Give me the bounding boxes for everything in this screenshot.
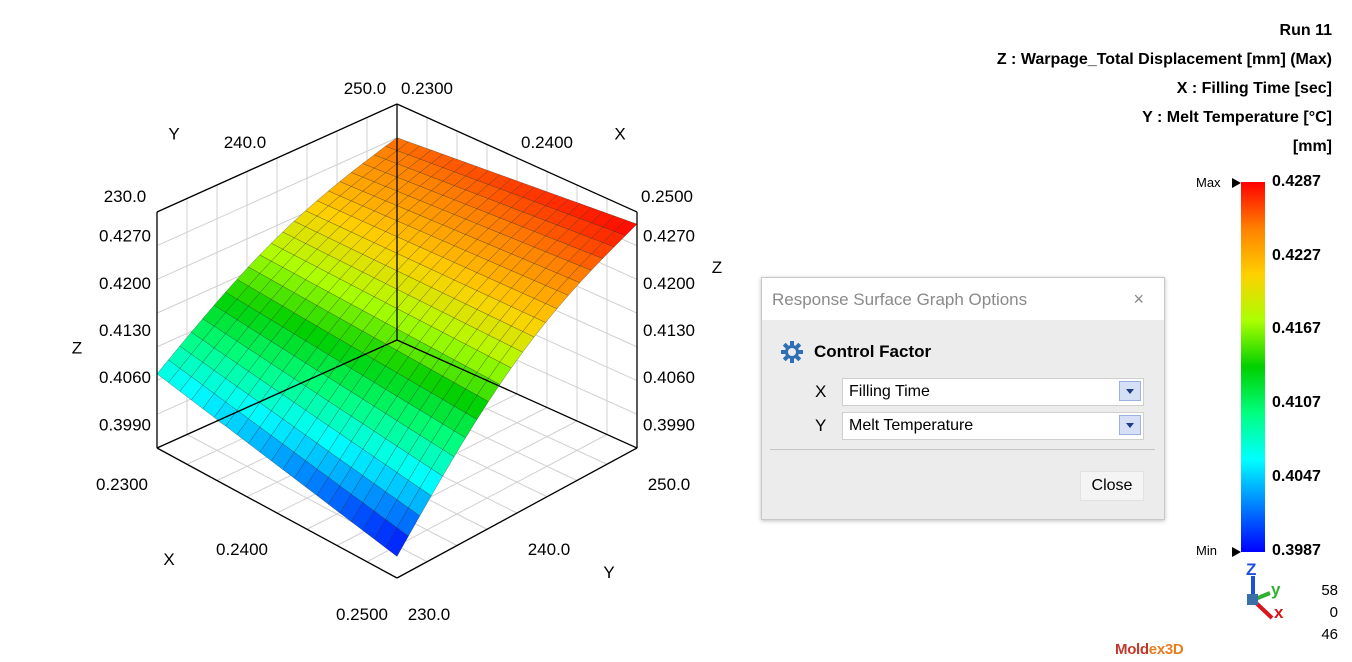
floor-grid-line [366, 434, 608, 563]
response-surface [156, 137, 638, 557]
max-pointer-icon [1232, 178, 1241, 188]
control-factor-heading: Control Factor [814, 342, 932, 361]
y-tick-label: 250.0 [648, 475, 691, 494]
top-x-tick-label: 0.2300 [401, 79, 453, 98]
unit-label: [mm] [1292, 138, 1332, 155]
dialog-title-bar[interactable]: Response Surface Graph Options × [762, 278, 1164, 320]
y-factor-dropdown-button[interactable] [1119, 415, 1141, 435]
triad-y-label: y [1271, 580, 1281, 599]
triad-x-label: x [1274, 603, 1284, 622]
z-tick-label-right: 0.4200 [643, 274, 695, 293]
plot-frame-edge [156, 339, 398, 449]
top-x-tick-label: 0.2400 [521, 133, 573, 152]
dialog-title: Response Surface Graph Options [772, 290, 1028, 309]
y-axis-label: Y [603, 563, 614, 582]
logo-part-1: Mold [1115, 641, 1149, 658]
z-tick-label-left: 0.3990 [99, 415, 151, 434]
colorbar-label-1: 0.4227 [1272, 247, 1321, 264]
y-factor-value: Melt Temperature [849, 417, 974, 434]
z-tick-label-right: 0.4130 [643, 321, 695, 340]
colorbar-bar [1241, 182, 1265, 552]
z-tick-label-left: 0.4200 [99, 274, 151, 293]
colorbar-label-3: 0.4107 [1272, 394, 1321, 411]
response-surface-plot: 0.2300 0.2400 0.2500 230.0 240.0 250.0 230.0 24… [72, 79, 722, 624]
top-y-tick-label: 230.0 [104, 187, 147, 206]
x-tick-label: 0.2500 [336, 605, 388, 624]
x-axis-description: X : Filling Time [sec] [1176, 80, 1332, 97]
plot-labels: 0.2300 0.2400 0.2500 230.0 240.0 250.0 230.0 24… [72, 79, 722, 624]
top-x-tick-label: 0.2500 [641, 187, 693, 206]
colorbar-label-0: 0.4287 [1272, 173, 1321, 190]
close-icon[interactable]: × [1133, 289, 1144, 309]
plot-frame-edge [156, 103, 398, 213]
plot-frame-edge [156, 447, 398, 579]
orientation-value-0: 58 [1321, 582, 1338, 599]
gear-icon [781, 341, 803, 363]
colorbar-label-2: 0.4167 [1272, 320, 1321, 337]
z-axis-description: Z : Warpage_Total Displacement [mm] (Max… [996, 51, 1332, 68]
colorbar-label-4: 0.4047 [1272, 468, 1321, 485]
orientation-triad-icon: Z y x [1246, 560, 1284, 622]
min-tag: Min [1196, 543, 1217, 558]
response-surface-options-dialog: Response Surface Graph Options × Control… [761, 277, 1165, 520]
orientation-value-2: 46 [1321, 626, 1338, 643]
chevron-down-icon [1126, 423, 1134, 428]
y-factor-label: Y [815, 416, 827, 435]
top-x-axis-label: X [614, 125, 625, 144]
y-tick-label: 230.0 [408, 605, 451, 624]
logo-part-2: ex3D [1148, 641, 1184, 658]
min-pointer-icon [1232, 547, 1241, 557]
y-axis-description: Y : Melt Temperature [°C] [1142, 109, 1332, 126]
z-axis-label-right: Z [712, 258, 722, 277]
z-tick-label-left: 0.4060 [99, 368, 151, 387]
run-title: Run 11 [1279, 22, 1332, 39]
x-factor-dropdown-button[interactable] [1119, 381, 1141, 401]
z-tick-label-left: 0.4270 [99, 227, 151, 246]
orientation-value-1: 0 [1329, 604, 1338, 621]
z-tick-label-right: 0.3990 [643, 415, 695, 434]
z-axis-label-left: Z [72, 339, 82, 358]
x-factor-select[interactable]: Filling Time [842, 378, 1144, 406]
y-factor-select[interactable]: Melt Temperature [842, 412, 1144, 440]
z-tick-label-right: 0.4270 [643, 227, 695, 246]
y-tick-label: 240.0 [528, 540, 571, 559]
top-y-tick-label: 240.0 [224, 133, 267, 152]
z-tick-label-left: 0.4130 [99, 321, 151, 340]
z-tick-label-right: 0.4060 [643, 368, 695, 387]
top-y-axis-label: Y [168, 125, 179, 144]
max-tag: Max [1196, 175, 1221, 190]
moldex3d-logo: Moldex3D [1115, 641, 1184, 658]
plot-frame [156, 103, 638, 579]
colorbar-label-5: 0.3987 [1272, 542, 1321, 559]
plot-frame-edge [396, 103, 638, 213]
colorbar [1232, 178, 1265, 557]
triad-z-label: Z [1246, 560, 1256, 579]
x-factor-label: X [815, 382, 827, 401]
x-tick-label: 0.2300 [96, 475, 148, 494]
orientation-cube-icon [1247, 594, 1258, 605]
x-axis-label: X [163, 550, 174, 569]
x-factor-value: Filling Time [849, 383, 930, 400]
dialog-separator [770, 449, 1155, 450]
close-button[interactable]: Close [1080, 471, 1144, 501]
plot-frame-edge [396, 339, 638, 449]
chevron-down-icon [1126, 389, 1134, 394]
x-tick-label: 0.2400 [216, 540, 268, 559]
plot-frame-edge [396, 447, 638, 579]
top-y-tick-label: 250.0 [344, 79, 387, 98]
